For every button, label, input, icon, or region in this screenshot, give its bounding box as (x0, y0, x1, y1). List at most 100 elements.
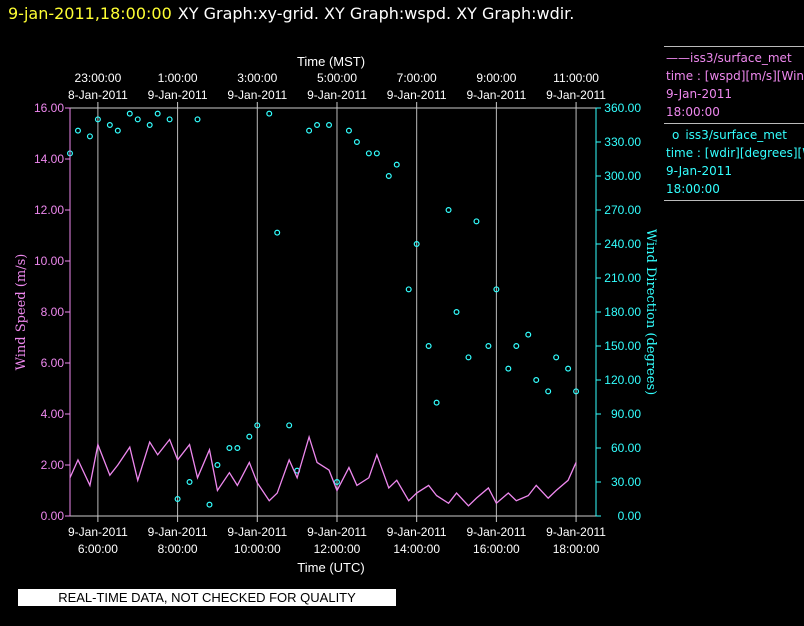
wdir-point (126, 110, 133, 117)
x-bottom-tick-date: 9-Jan-2011 (68, 525, 128, 539)
y-left-tick-label: 14.00 (34, 152, 64, 166)
wdir-point (154, 110, 161, 117)
x-bottom-tick-date: 9-Jan-2011 (466, 525, 526, 539)
x-top-axis-label: Time (MST) (297, 54, 365, 69)
wdir-point (345, 127, 352, 134)
y-left-tick-label: 0.00 (41, 509, 65, 523)
wdir-point (174, 496, 181, 503)
y-right-tick-label: 300.00 (604, 169, 641, 183)
header-timestamp: 9-jan-2011,18:00:00 (8, 4, 172, 23)
wdir-point (254, 422, 261, 429)
wdir-point (393, 161, 400, 168)
wdir-point (266, 110, 273, 117)
wdir-point (114, 127, 121, 134)
wdir-point (573, 388, 580, 395)
x-top-tick-time: 5:00:00 (317, 71, 357, 85)
y-right-tick-label: 120.00 (604, 373, 641, 387)
x-bottom-axis-label: Time (UTC) (297, 560, 364, 575)
wdir-point (74, 127, 81, 134)
data-layer (66, 110, 580, 508)
wdir-point (353, 139, 360, 146)
x-bottom-tick-date: 9-Jan-2011 (227, 525, 287, 539)
wdir-point (453, 309, 460, 316)
wdir-point (445, 207, 452, 214)
y-left-tick-label: 4.00 (41, 407, 65, 421)
y-left-tick-label: 12.00 (34, 203, 64, 217)
wdir-point (306, 127, 313, 134)
wdir-point (274, 229, 281, 236)
x-bottom-tick-time: 16:00:00 (473, 542, 520, 556)
wdir-point (425, 343, 432, 350)
x-bottom-tick-time: 18:00:00 (553, 542, 600, 556)
x-bottom-tick-time: 14:00:00 (393, 542, 440, 556)
x-bottom-tick-date: 9-Jan-2011 (387, 525, 447, 539)
x-top-tick-time: 3:00:00 (237, 71, 277, 85)
wdir-point (473, 218, 480, 225)
legend-variable: time : [wspd][m/s][Wind (666, 69, 804, 83)
legend-source: iss3/surface_met (690, 51, 792, 65)
legend-date: 9-Jan-2011 (666, 164, 732, 178)
wspd-series-line (69, 434, 577, 507)
x-bottom-tick-date: 9-Jan-2011 (148, 525, 208, 539)
y-right-tick-label: 360.00 (604, 101, 641, 115)
y-right-tick-label: 270.00 (604, 203, 641, 217)
wdir-point (94, 116, 101, 123)
wdir-point (226, 445, 233, 452)
y-left-tick-label: 6.00 (41, 356, 65, 370)
x-bottom-tick-time: 12:00:00 (314, 542, 361, 556)
y-right-tick-label: 30.00 (611, 475, 641, 489)
y-right-tick-label: 90.00 (611, 407, 641, 421)
wdir-point (385, 173, 392, 180)
x-bottom-tick-time: 8:00:00 (158, 542, 198, 556)
wdir-point (413, 241, 420, 248)
y-left-tick-label: 10.00 (34, 254, 64, 268)
wdir-point (134, 116, 141, 123)
y-right-tick-label: 150.00 (604, 339, 641, 353)
legend-separator (664, 46, 804, 47)
x-bottom-tick-date: 9-Jan-2011 (546, 525, 606, 539)
legend-date: 9-Jan-2011 (666, 87, 732, 101)
x-top-tick-date: 9-Jan-2011 (546, 88, 606, 102)
wdir-point (485, 343, 492, 350)
wdir-point (234, 445, 241, 452)
x-bottom-tick-time: 10:00:00 (234, 542, 281, 556)
wdir-point (433, 399, 440, 406)
wdir-point (505, 365, 512, 372)
wdir-point (365, 150, 372, 157)
x-top-tick-time: 11:00:00 (553, 71, 599, 85)
y-right-tick-label: 0.00 (618, 509, 642, 523)
wdir-point (513, 343, 520, 350)
wdir-point (206, 501, 213, 508)
wdir-point (146, 121, 153, 128)
x-top-tick-time: 1:00:00 (158, 71, 198, 85)
wdir-point (525, 331, 532, 338)
legend-separator (664, 200, 804, 201)
wdir-point (194, 116, 201, 123)
x-top-tick-time: 7:00:00 (397, 71, 437, 85)
x-top-tick-date: 9-Jan-2011 (387, 88, 447, 102)
gridlines (97, 108, 577, 516)
x-top-tick-time: 23:00:00 (75, 71, 122, 85)
wdir-point (86, 133, 93, 140)
x-top-tick-date: 9-Jan-2011 (307, 88, 367, 102)
y-right-tick-label: 60.00 (611, 441, 641, 455)
y-right-tick-label: 240.00 (604, 237, 641, 251)
legend-entry-wspd: ——iss3/surface_met time : [wspd][m/s][Wi… (664, 49, 804, 121)
legend: ——iss3/surface_met time : [wspd][m/s][Wi… (664, 44, 804, 203)
wdir-point (246, 433, 253, 440)
legend-source: iss3/surface_met (685, 128, 787, 142)
y-right-tick-label: 180.00 (604, 305, 641, 319)
x-top-tick-date: 8-Jan-2011 (68, 88, 128, 102)
wdir-point (553, 354, 560, 361)
header: 9-jan-2011,18:00:00 XY Graph:xy-grid. XY … (8, 4, 574, 23)
x-top-tick-date: 9-Jan-2011 (148, 88, 208, 102)
header-title: XY Graph:xy-grid. XY Graph:wspd. XY Grap… (177, 4, 575, 23)
wdir-point (314, 121, 321, 128)
wdir-point (545, 388, 552, 395)
wdir-point (565, 365, 572, 372)
y-left-tick-label: 8.00 (41, 305, 65, 319)
legend-entry-wdir: o iss3/surface_met time : [wdir][degrees]… (664, 126, 804, 198)
wdir-point (326, 121, 333, 128)
legend-separator (664, 123, 804, 124)
y-left-tick-label: 2.00 (41, 458, 65, 472)
